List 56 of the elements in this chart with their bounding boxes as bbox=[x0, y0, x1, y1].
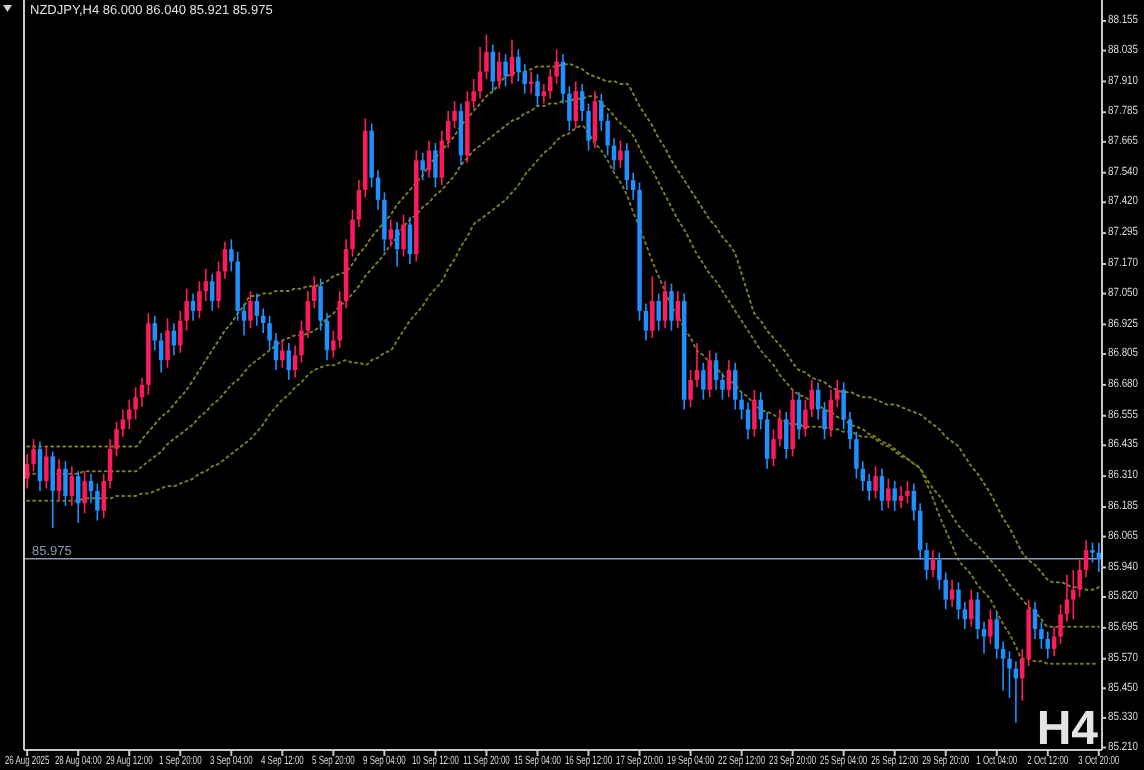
candlestick bbox=[669, 282, 674, 332]
candlestick bbox=[528, 70, 534, 95]
candlestick bbox=[24, 453, 30, 490]
candlestick bbox=[675, 290, 681, 329]
candlestick bbox=[190, 292, 196, 322]
candlestick bbox=[592, 90, 598, 149]
candlestick bbox=[69, 465, 75, 507]
candlestick bbox=[879, 467, 885, 512]
candlestick bbox=[433, 142, 438, 189]
candlestick bbox=[701, 361, 706, 401]
candlestick bbox=[892, 480, 897, 512]
candlestick bbox=[1045, 630, 1051, 660]
candlestick bbox=[949, 578, 955, 608]
candlestick bbox=[662, 280, 668, 329]
candlestick bbox=[50, 450, 55, 529]
candlestick bbox=[707, 349, 712, 398]
annotation: H4 bbox=[1036, 702, 1100, 756]
candlestick bbox=[548, 68, 553, 100]
candlestick bbox=[63, 460, 68, 507]
candlestick bbox=[209, 273, 215, 312]
candlestick bbox=[988, 608, 993, 645]
candlestick bbox=[37, 440, 43, 492]
candlestick bbox=[732, 361, 738, 411]
candlestick bbox=[420, 152, 425, 181]
candlestick bbox=[280, 339, 285, 369]
candlestick bbox=[286, 342, 291, 381]
candlestick bbox=[82, 470, 87, 514]
candlestick bbox=[535, 73, 540, 107]
candlestick bbox=[503, 53, 508, 88]
candlestick bbox=[726, 359, 732, 398]
candlestick bbox=[618, 139, 623, 169]
candlestick bbox=[930, 549, 936, 579]
candlestick bbox=[254, 292, 260, 327]
candlestick bbox=[394, 221, 400, 268]
candlestick bbox=[88, 472, 94, 505]
candlestick bbox=[784, 411, 789, 460]
candlestick bbox=[44, 445, 49, 490]
candlestick bbox=[815, 381, 821, 421]
candlestick bbox=[713, 352, 719, 391]
candlestick bbox=[573, 80, 578, 130]
candlestick bbox=[956, 581, 961, 621]
candlestick bbox=[905, 480, 910, 505]
candlestick bbox=[1090, 541, 1095, 564]
candlestick bbox=[426, 139, 432, 179]
candlestick bbox=[165, 317, 170, 369]
candlestick bbox=[248, 290, 253, 329]
candlestick bbox=[752, 389, 757, 438]
candlestick bbox=[650, 275, 655, 339]
candlestick bbox=[898, 485, 904, 510]
candlestick bbox=[873, 465, 878, 500]
candlestick bbox=[1032, 601, 1038, 640]
candlestick bbox=[388, 218, 394, 248]
candlestick bbox=[95, 482, 100, 522]
candlestick bbox=[656, 292, 661, 332]
candlestick bbox=[886, 477, 891, 510]
candlestick bbox=[401, 213, 406, 258]
